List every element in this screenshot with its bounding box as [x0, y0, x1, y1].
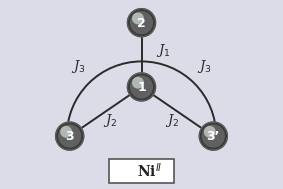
Circle shape	[116, 162, 134, 180]
Text: J$_3$: J$_3$	[198, 58, 212, 75]
Circle shape	[60, 126, 72, 138]
Circle shape	[58, 125, 81, 148]
Text: J$_2$: J$_2$	[103, 112, 118, 129]
FancyBboxPatch shape	[109, 159, 174, 183]
Text: J$_3$: J$_3$	[71, 58, 85, 75]
Circle shape	[199, 122, 228, 150]
Circle shape	[132, 77, 144, 89]
Circle shape	[204, 126, 216, 138]
Circle shape	[127, 9, 156, 37]
Text: 3’: 3’	[207, 130, 220, 143]
Circle shape	[202, 125, 225, 148]
Text: 3: 3	[65, 130, 74, 143]
Text: 1: 1	[137, 81, 146, 94]
Text: J$_2$: J$_2$	[165, 112, 180, 129]
Circle shape	[119, 164, 127, 172]
Circle shape	[118, 164, 133, 178]
Circle shape	[55, 122, 84, 150]
Circle shape	[127, 73, 156, 101]
Circle shape	[130, 75, 153, 99]
Text: J$_1$: J$_1$	[156, 42, 170, 59]
Circle shape	[130, 11, 153, 34]
Circle shape	[132, 12, 144, 24]
Text: 2: 2	[137, 17, 146, 30]
Text: Ni$^{II}$: Ni$^{II}$	[137, 162, 162, 180]
